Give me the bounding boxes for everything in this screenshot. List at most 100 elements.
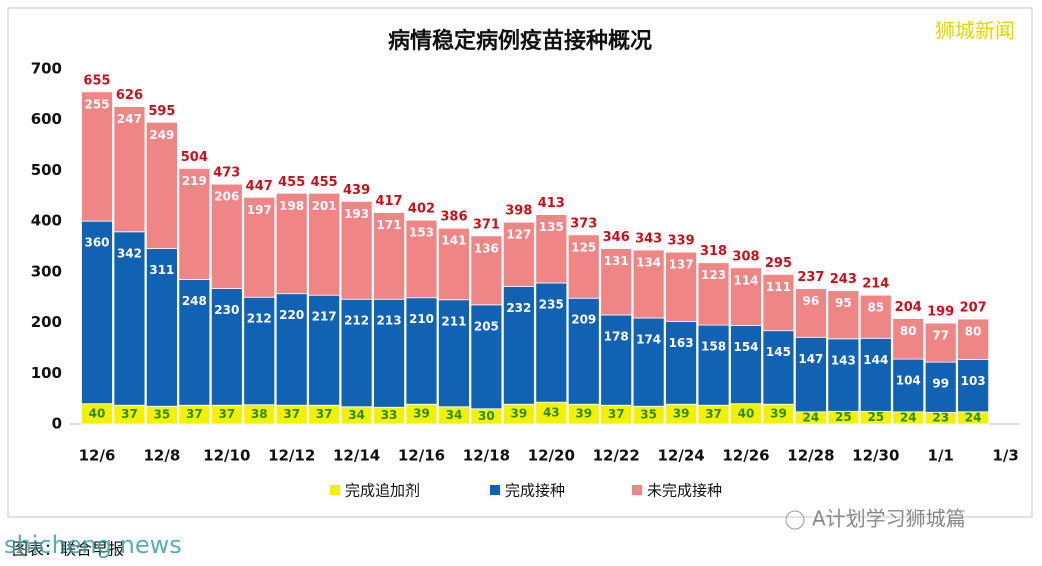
x-tick-label: 1/3	[992, 447, 1018, 465]
value-label: 158	[701, 340, 726, 354]
source-note: 图表：联合早报	[12, 540, 124, 559]
total-label: 473	[213, 166, 240, 181]
bar-segment	[762, 330, 795, 405]
bar-segment	[957, 318, 990, 360]
bar-segment	[470, 235, 503, 306]
total-label: 504	[181, 150, 208, 165]
legend-label: 未完成接种	[647, 482, 722, 500]
value-label: 95	[835, 296, 852, 310]
value-label: 40	[738, 406, 755, 420]
value-label: 154	[733, 340, 758, 354]
bar-segment	[730, 325, 762, 405]
x-tick-label: 12/30	[852, 447, 899, 465]
value-label: 39	[770, 407, 787, 421]
bar-segment	[178, 279, 211, 406]
value-label: 212	[344, 314, 369, 328]
total-label: 295	[765, 256, 792, 271]
total-label: 439	[343, 183, 370, 198]
total-label: 386	[440, 210, 467, 225]
value-label: 123	[701, 268, 726, 282]
value-label: 43	[543, 406, 560, 420]
x-tick-label: 12/18	[463, 447, 510, 465]
bar-segment	[178, 167, 211, 280]
x-tick-label: 12/12	[268, 447, 315, 465]
value-label: 37	[121, 407, 138, 421]
bar-segment	[665, 251, 697, 322]
x-tick-label: 12/6	[79, 447, 116, 465]
bar-segment	[502, 286, 535, 405]
total-label: 373	[570, 216, 597, 231]
total-label: 207	[960, 301, 987, 316]
bar-segment	[275, 293, 308, 406]
value-label: 96	[803, 294, 820, 308]
value-label: 211	[441, 314, 466, 328]
value-label: 342	[117, 246, 142, 260]
total-label: 655	[83, 73, 110, 88]
total-label: 417	[375, 194, 402, 209]
y-tick-label: 600	[31, 110, 62, 128]
value-label: 235	[539, 298, 564, 312]
x-tick-label: 12/20	[528, 447, 575, 465]
value-label: 39	[510, 407, 527, 421]
value-label: 360	[84, 236, 109, 250]
value-label: 248	[182, 294, 207, 308]
bar-segment	[373, 212, 405, 300]
bar-segment	[308, 294, 341, 406]
value-label: 37	[186, 407, 203, 421]
value-label: 38	[251, 407, 268, 421]
bar-segment	[924, 322, 957, 363]
watermark: 狮城新闻	[935, 19, 1015, 43]
legend-swatch	[330, 485, 340, 495]
bar-segment	[243, 196, 276, 298]
value-label: 33	[381, 408, 398, 422]
bar-segment	[470, 304, 503, 410]
value-label: 80	[900, 324, 917, 338]
bar-segment	[957, 359, 990, 413]
value-label: 114	[733, 273, 758, 287]
total-label: 343	[635, 232, 662, 247]
total-label: 237	[797, 270, 824, 285]
value-label: 205	[474, 319, 499, 333]
value-label: 111	[766, 280, 791, 294]
y-tick-label: 700	[31, 60, 62, 78]
bar-segment	[892, 318, 925, 360]
x-tick-label: 12/16	[398, 447, 445, 465]
value-label: 193	[344, 207, 369, 221]
total-label: 346	[603, 230, 630, 245]
total-label: 398	[505, 204, 532, 219]
bar-segment	[81, 220, 113, 405]
bar-segment	[275, 192, 308, 295]
total-label: 339	[668, 234, 695, 249]
value-label: 25	[867, 410, 884, 424]
value-label: 206	[214, 190, 239, 204]
value-label: 230	[214, 303, 239, 317]
bar-segment	[405, 219, 438, 299]
value-label: 103	[961, 374, 986, 388]
total-label: 308	[732, 249, 759, 264]
bar-segment	[697, 324, 730, 406]
value-label: 137	[669, 258, 694, 272]
value-label: 24	[900, 410, 917, 424]
total-label: 371	[473, 217, 500, 232]
legend-label: 完成接种	[505, 482, 565, 500]
value-label: 143	[831, 353, 856, 367]
bar-segment	[340, 298, 373, 408]
bar-segment	[859, 294, 892, 339]
bar-segment	[795, 288, 827, 338]
watermark: A计划学习狮城篇	[812, 507, 966, 531]
bar-segment	[827, 338, 860, 412]
value-label: 85	[867, 301, 884, 315]
value-label: 153	[409, 226, 434, 240]
value-label: 219	[182, 174, 207, 188]
total-label: 447	[246, 179, 273, 194]
y-tick-label: 0	[52, 415, 62, 433]
value-label: 212	[247, 312, 272, 326]
bar-segment	[405, 297, 438, 405]
value-label: 136	[474, 241, 499, 255]
value-label: 35	[154, 408, 171, 422]
value-label: 37	[218, 407, 235, 421]
value-label: 39	[575, 407, 592, 421]
value-label: 247	[117, 112, 142, 126]
bar-segment	[567, 234, 600, 299]
